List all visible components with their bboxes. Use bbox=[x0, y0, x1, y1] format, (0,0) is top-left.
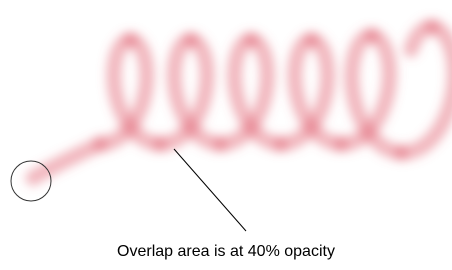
stroke-segment bbox=[411, 27, 432, 50]
annotation-text: Overlap area is at 40% opacity bbox=[117, 243, 335, 260]
page: Overlap area is at 40% opacity (() => { … bbox=[0, 0, 452, 270]
callout-line bbox=[174, 149, 246, 231]
canvas: Overlap area is at 40% opacity bbox=[0, 0, 452, 270]
brush-stroke bbox=[33, 27, 452, 178]
stroke-segment bbox=[33, 144, 100, 178]
